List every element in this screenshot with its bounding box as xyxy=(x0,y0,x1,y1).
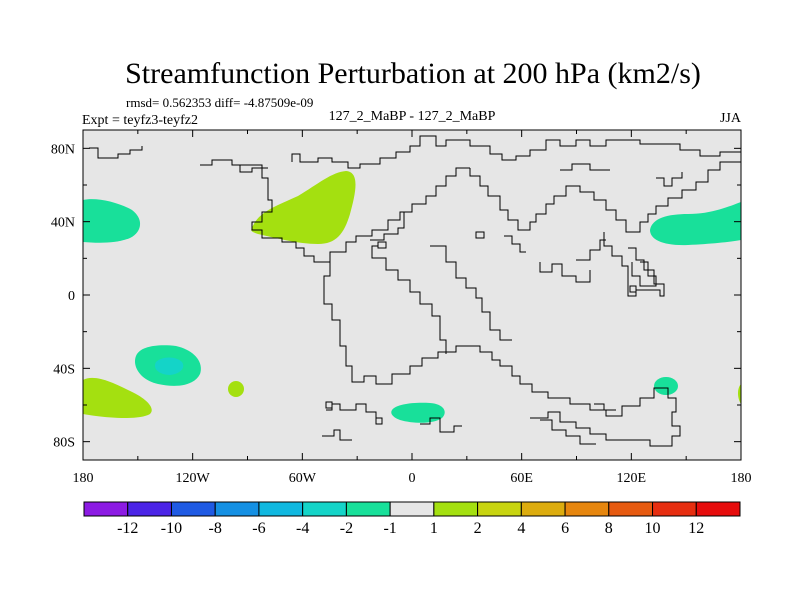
colorbar-swatch xyxy=(520,501,566,517)
colorbar-label: 2 xyxy=(474,520,482,537)
x-tick-label: 180 xyxy=(73,471,94,486)
coastline-south-land-1 xyxy=(322,429,352,441)
coastline-east-asia-coast xyxy=(603,232,665,297)
anomaly-west-pacific-north-negative xyxy=(83,199,141,243)
coastline-arctic-west xyxy=(89,146,143,159)
coastline-island-1 xyxy=(475,231,485,239)
anomaly-atlantic-north-positive xyxy=(251,171,356,244)
coastline-africa-interior xyxy=(430,245,512,341)
coastlines xyxy=(89,135,741,447)
coastline-australia-south xyxy=(594,403,616,411)
y-tick-label: 80N xyxy=(51,142,75,157)
anomaly-layer xyxy=(83,171,741,423)
colorbar-label: 6 xyxy=(561,520,569,537)
colorbar: -12 -10 -8 -6 -4 -2 -1 1 2 4 6 8 10 12 xyxy=(83,501,741,537)
colorbar-swatch xyxy=(127,501,172,517)
colorbar-label: -8 xyxy=(209,520,222,537)
x-tick-label: 180 xyxy=(731,471,752,486)
center-label: 127_2_MaBP - 127_2_MaBP xyxy=(329,109,496,124)
colorbar-swatch xyxy=(652,501,697,517)
colorbar-swatch xyxy=(433,501,479,517)
y-tick-label: 80S xyxy=(53,436,75,451)
colorbar-swatch xyxy=(345,501,391,517)
coastline-south-land-3 xyxy=(540,419,596,445)
coastline-asia-north-mid xyxy=(560,163,610,171)
colorbar-swatch xyxy=(608,501,654,517)
colorbar-label: -4 xyxy=(296,520,309,537)
anomaly-east-asia-negative xyxy=(650,202,741,246)
colorbar-label: 1 xyxy=(430,520,438,537)
colorbar-swatch xyxy=(389,501,435,517)
colorbar-swatch xyxy=(695,501,741,517)
y-tick-label: 40S xyxy=(53,362,75,377)
colorbar-label: -10 xyxy=(161,520,182,537)
chart-title: Streamfunction Perturbation at 200 hPa (… xyxy=(125,57,701,90)
coastline-east-asia-islands xyxy=(631,261,657,287)
anomaly-dateline-edge-positive xyxy=(738,384,741,404)
x-tick-label: 0 xyxy=(409,471,416,486)
colorbar-swatch xyxy=(83,501,129,517)
left-label: Expt = teyfz3-teyfz2 xyxy=(82,113,198,128)
colorbar-swatch xyxy=(214,501,260,517)
colorbar-label: 10 xyxy=(645,520,661,537)
coastline-india xyxy=(576,239,606,261)
coastline-north-america xyxy=(200,159,470,263)
colorbar-label: 4 xyxy=(517,520,525,537)
coastline-south-america-interior xyxy=(371,245,447,354)
colorbar-label: -12 xyxy=(117,520,138,537)
coastline-island-4 xyxy=(375,417,383,425)
anomaly-south-pacific-core-negative xyxy=(154,357,184,375)
coastline-island-3 xyxy=(325,401,333,409)
anomaly-south-indian-negative xyxy=(654,377,678,395)
colorbar-label: 8 xyxy=(605,520,613,537)
coastline-north-america-inland xyxy=(370,211,405,241)
colorbar-label: 12 xyxy=(688,520,704,537)
stats-label: rmsd= 0.562353 diff= -4.87509e-09 xyxy=(126,95,313,110)
colorbar-label: -2 xyxy=(340,520,353,537)
coastline-island-5 xyxy=(629,285,637,293)
coastline-north-america-top xyxy=(232,164,268,173)
coastline-japan xyxy=(656,172,683,187)
coastline-south-land-2 xyxy=(420,417,462,433)
colorbar-label: -6 xyxy=(252,520,265,537)
x-tick-label: 120W xyxy=(176,471,211,486)
coastline-europe-africa xyxy=(469,161,741,233)
anomaly-southwest-pacific-positive xyxy=(83,377,152,418)
y-tick-label: 40N xyxy=(51,216,75,231)
coastline-island-2 xyxy=(377,241,387,249)
x-tick-label: 120E xyxy=(617,471,647,486)
coastline-africa-west xyxy=(323,262,681,447)
season-label: JJA xyxy=(720,111,742,126)
colorbar-swatch xyxy=(258,501,304,517)
colorbar-swatch xyxy=(170,501,216,517)
colorbar-swatch xyxy=(564,501,610,517)
coastline-mediterranean xyxy=(504,235,526,253)
x-tick-label: 60W xyxy=(289,471,317,486)
coastline-eurasia-north xyxy=(291,135,741,169)
anomaly-small-south-pacific-positive xyxy=(228,381,244,397)
coastline-middle-east xyxy=(539,262,591,283)
colorbar-label: -1 xyxy=(383,520,396,537)
y-tick-label: 0 xyxy=(68,289,75,304)
colorbar-swatch xyxy=(477,501,522,517)
axes: 180 120W 60W 0 60E 120E 180 80N 40N 0 40S 80S xyxy=(51,130,752,486)
x-tick-label: 60E xyxy=(510,471,533,486)
colorbar-swatch xyxy=(302,501,347,517)
